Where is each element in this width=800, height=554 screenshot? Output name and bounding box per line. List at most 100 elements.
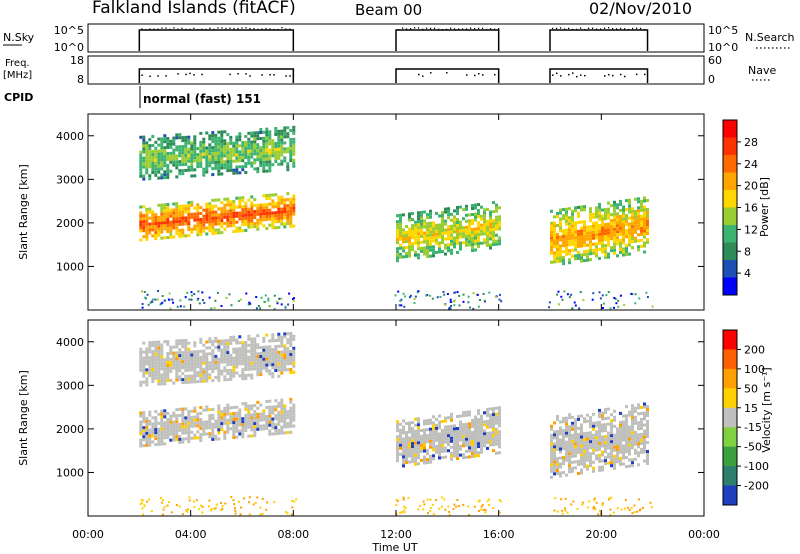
range-cell bbox=[643, 450, 646, 454]
range-cell bbox=[289, 418, 293, 422]
range-cell bbox=[453, 224, 456, 228]
range-cell bbox=[631, 225, 634, 229]
range-cell bbox=[571, 433, 574, 437]
range-cell bbox=[256, 427, 260, 431]
range-cell bbox=[205, 146, 209, 150]
range-cell bbox=[202, 167, 206, 171]
nsearch-point bbox=[173, 27, 175, 29]
range-cell bbox=[193, 168, 197, 172]
range-cell bbox=[613, 236, 616, 240]
range-cell bbox=[495, 427, 498, 431]
range-cell bbox=[286, 198, 290, 202]
range-cell bbox=[280, 159, 284, 163]
range-cell bbox=[273, 294, 276, 297]
range-cell bbox=[583, 453, 586, 457]
range-cell bbox=[223, 406, 227, 410]
range-cell bbox=[163, 170, 167, 174]
range-cell bbox=[580, 441, 583, 445]
range-cell bbox=[274, 151, 278, 154]
range-cell bbox=[232, 347, 236, 351]
range-cell bbox=[241, 356, 245, 360]
range-cell bbox=[565, 452, 568, 456]
range-cell bbox=[244, 344, 248, 347]
range-cell bbox=[268, 169, 272, 173]
range-cell bbox=[462, 226, 465, 230]
range-cell bbox=[277, 201, 281, 205]
range-cell bbox=[235, 341, 239, 345]
range-cell bbox=[208, 152, 212, 156]
range-cell bbox=[268, 130, 272, 134]
range-cell bbox=[268, 417, 272, 421]
range-cell bbox=[622, 229, 625, 233]
range-cell bbox=[181, 366, 185, 370]
range-cell bbox=[205, 373, 209, 377]
range-cell bbox=[583, 459, 586, 463]
range-cell bbox=[277, 362, 281, 366]
nsearch-point bbox=[277, 28, 279, 31]
range-cell bbox=[591, 298, 594, 301]
nsearch-point bbox=[201, 28, 203, 30]
range-cell bbox=[238, 135, 242, 139]
range-cell bbox=[268, 411, 272, 415]
range-cell bbox=[238, 211, 242, 215]
range-cell bbox=[142, 356, 146, 360]
range-cell bbox=[580, 468, 583, 472]
range-cell bbox=[640, 220, 643, 224]
range-cell bbox=[289, 397, 293, 401]
range-cell bbox=[178, 366, 182, 370]
range-cell bbox=[553, 454, 556, 458]
range-cell bbox=[247, 434, 251, 438]
nsearch-point bbox=[422, 28, 424, 31]
range-cell bbox=[199, 421, 203, 424]
range-cell bbox=[565, 213, 568, 217]
range-cell bbox=[622, 223, 625, 227]
range-cell bbox=[426, 243, 429, 247]
range-cell bbox=[166, 218, 170, 221]
range-cell bbox=[259, 158, 263, 161]
range-cell bbox=[259, 161, 263, 164]
range-cell bbox=[169, 223, 173, 227]
range-cell bbox=[489, 210, 492, 214]
range-cell bbox=[142, 144, 146, 148]
range-cell bbox=[151, 377, 155, 380]
range-cell bbox=[634, 221, 637, 225]
range-cell bbox=[589, 440, 592, 444]
colorbar-swatch bbox=[723, 427, 737, 448]
range-cell bbox=[556, 433, 559, 436]
range-cell bbox=[247, 410, 251, 414]
range-cell bbox=[396, 447, 399, 451]
range-cell bbox=[229, 338, 233, 342]
range-cell bbox=[423, 422, 426, 426]
nsky-segment bbox=[138, 29, 295, 51]
range-cell bbox=[205, 167, 209, 171]
range-cell bbox=[253, 431, 257, 435]
colorbar-swatch bbox=[723, 349, 737, 370]
range-cell bbox=[160, 167, 164, 171]
range-cell bbox=[592, 236, 595, 240]
range-cell bbox=[205, 202, 209, 206]
nave-tick-top: 60 bbox=[708, 54, 722, 67]
range-cell bbox=[238, 347, 242, 351]
range-cell bbox=[247, 364, 251, 368]
range-cell bbox=[229, 153, 233, 157]
range-cell bbox=[181, 204, 185, 208]
range-cell bbox=[408, 427, 411, 431]
range-cell bbox=[175, 232, 179, 236]
range-cell bbox=[229, 415, 233, 419]
range-cell bbox=[574, 433, 577, 437]
range-cell bbox=[271, 339, 275, 343]
range-cell bbox=[441, 214, 444, 217]
range-cell bbox=[223, 415, 227, 419]
range-cell bbox=[471, 419, 474, 422]
range-cell bbox=[160, 152, 164, 156]
range-cell bbox=[568, 231, 571, 235]
range-cell bbox=[181, 351, 185, 355]
range-cell bbox=[420, 246, 423, 250]
range-cell bbox=[484, 509, 487, 512]
range-cell bbox=[561, 512, 564, 515]
range-cell bbox=[202, 208, 206, 212]
range-cell bbox=[465, 428, 468, 432]
range-cell bbox=[229, 156, 233, 160]
range-cell bbox=[193, 359, 197, 363]
